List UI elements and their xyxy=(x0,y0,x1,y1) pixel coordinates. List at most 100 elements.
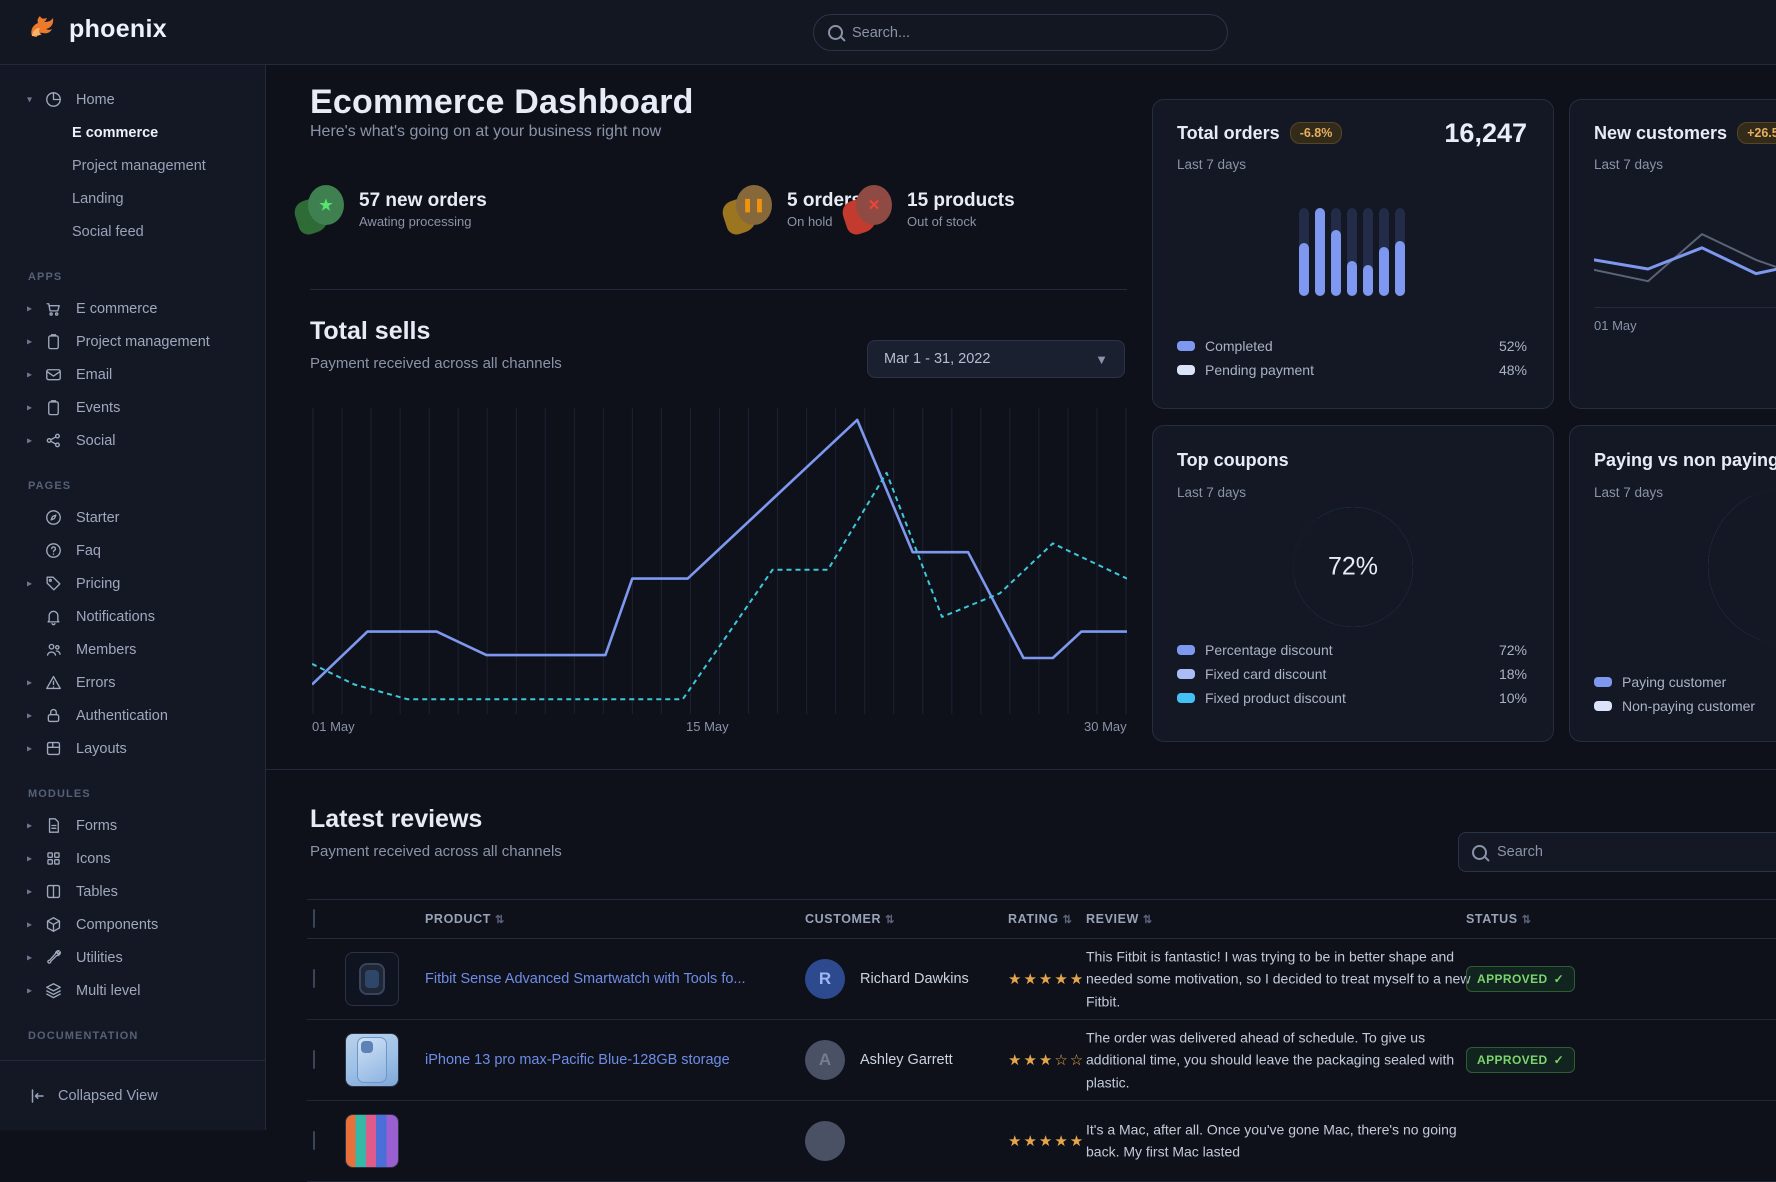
sidebar-item-authentication[interactable]: ▸ Authentication xyxy=(0,699,265,732)
card-title: Top coupons xyxy=(1177,450,1289,470)
sidebar-item-social[interactable]: ▸ Social xyxy=(0,424,265,457)
sidebar-item-members[interactable]: Members xyxy=(0,633,265,666)
sidebar-item-home[interactable]: ▾ Home xyxy=(0,83,265,116)
latest-reviews-subtitle: Payment received across all channels xyxy=(310,843,562,860)
status-badge: APPROVED ✓ xyxy=(1466,1047,1576,1073)
collapse-sidebar-button[interactable]: Collapsed View xyxy=(0,1060,265,1130)
avatar: R xyxy=(805,959,845,999)
layers-icon xyxy=(46,983,61,999)
sidebar-item-pricing[interactable]: ▸ Pricing xyxy=(0,567,265,600)
card-period: Last 7 days xyxy=(1177,157,1247,172)
pause-icon: ❚❚ xyxy=(719,185,774,238)
stat-value: 57 new orders xyxy=(359,189,487,211)
stat-on-hold: ❚❚ 5 orders On hold xyxy=(719,185,862,238)
legend-percentage-discount: Percentage discount xyxy=(1177,642,1333,658)
product-link[interactable]: iPhone 13 pro max-Pacific Blue-128GB sto… xyxy=(425,1052,730,1068)
sort-icon: ⇅ xyxy=(1142,914,1153,926)
search-icon xyxy=(828,25,843,40)
review-text: It's a Mac, after all. Once you've gone … xyxy=(1086,1121,1457,1160)
legend-swatch xyxy=(1177,645,1195,655)
sidebar-item-label: Utilities xyxy=(76,949,123,966)
wrench-icon xyxy=(47,950,61,964)
question-icon xyxy=(46,543,61,558)
sidebar-item-label: Errors xyxy=(76,674,116,691)
col-product[interactable]: PRODUCT ⇅ xyxy=(425,912,505,926)
sidebar-subitem-landing[interactable]: Landing xyxy=(72,190,124,207)
sidebar: ▾ Home E commerce Project management Landing… xyxy=(0,65,266,1130)
legend-swatch xyxy=(1177,693,1195,703)
sidebar-item-events[interactable]: ▸ Events xyxy=(0,391,265,424)
sidebar-item-multi-level[interactable]: ▸ Multi level xyxy=(0,974,265,1007)
file-icon xyxy=(48,818,59,833)
sidebar-item-faq[interactable]: Faq xyxy=(0,534,265,567)
sidebar-item-layouts[interactable]: ▸ Layouts xyxy=(0,732,265,765)
lock-icon xyxy=(47,708,60,723)
x-label: 01 May xyxy=(1594,318,1637,333)
section-divider xyxy=(266,769,1776,770)
reviews-search-input[interactable] xyxy=(1497,844,1774,860)
legend-value: 52% xyxy=(1498,338,1527,354)
select-all-checkbox[interactable] xyxy=(313,909,315,928)
main-content: Ecommerce Dashboard Here's what's going … xyxy=(266,65,1776,1182)
order-bar xyxy=(1315,208,1325,296)
sidebar-item-starter[interactable]: Starter xyxy=(0,501,265,534)
sidebar-item-label: Multi level xyxy=(76,982,141,999)
date-range-select[interactable]: Mar 1 - 31, 2022 ▼ xyxy=(867,340,1125,378)
pie-icon xyxy=(46,92,61,107)
sidebar-item-label: Tables xyxy=(76,883,118,900)
sort-icon: ⇅ xyxy=(495,914,505,926)
row-checkbox[interactable] xyxy=(313,969,315,988)
product-thumbnail[interactable] xyxy=(345,1114,399,1168)
reviews-search[interactable] xyxy=(1458,832,1776,872)
card-title: New customers xyxy=(1594,122,1728,143)
sidebar-section-apps: APPS xyxy=(28,271,63,283)
change-badge: +26.5% xyxy=(1737,122,1776,144)
brand-name: phoenix xyxy=(69,14,167,43)
rating-stars: ★★★★★ xyxy=(1008,971,1086,988)
sidebar-item-icons[interactable]: ▸ Icons xyxy=(0,842,265,875)
coupons-donut-chart xyxy=(1293,507,1413,627)
check-icon: ✓ xyxy=(1553,972,1565,986)
col-review[interactable]: REVIEW ⇅ xyxy=(1086,912,1153,926)
col-customer[interactable]: CUSTOMER ⇅ xyxy=(805,912,895,926)
customer-name: Ashley Garrett xyxy=(860,1052,953,1068)
global-search[interactable] xyxy=(813,14,1228,51)
phoenix-logo-icon xyxy=(31,16,54,37)
search-input[interactable] xyxy=(852,24,1213,41)
sidebar-item-project-management[interactable]: ▸ Project management xyxy=(0,325,265,358)
sidebar-item-components[interactable]: ▸ Components xyxy=(0,908,265,941)
avatar xyxy=(805,1121,845,1161)
sidebar-subitem-social-feed[interactable]: Social feed xyxy=(72,223,144,240)
sidebar-item-e-commerce[interactable]: ▸ E commerce xyxy=(0,292,265,325)
brand-logo[interactable]: phoenix xyxy=(26,14,167,44)
sidebar-subitem-project-management[interactable]: Project management xyxy=(72,157,206,174)
sidebar-item-label: Project management xyxy=(76,333,210,350)
sidebar-item-utilities[interactable]: ▸ Utilities xyxy=(0,941,265,974)
page-subtitle: Here's what's going on at your business … xyxy=(310,123,662,140)
legend-completed: Completed xyxy=(1177,338,1273,354)
order-bar xyxy=(1363,208,1373,296)
legend-fixed-card: Fixed card discount xyxy=(1177,666,1326,682)
caret-down-icon: ▾ xyxy=(27,94,33,105)
sidebar-item-email[interactable]: ▸ Email xyxy=(0,358,265,391)
status-badge: APPROVED ✓ xyxy=(1466,966,1576,992)
product-thumbnail[interactable] xyxy=(345,952,399,1006)
row-checkbox[interactable] xyxy=(313,1131,315,1150)
sidebar-item-notifications[interactable]: Notifications xyxy=(0,600,265,633)
sidebar-item-tables[interactable]: ▸ Tables xyxy=(0,875,265,908)
sidebar-subitem-e-commerce[interactable]: E commerce xyxy=(72,124,159,141)
sidebar-item-forms[interactable]: ▸ Forms xyxy=(0,809,265,842)
stat-new-orders: ★ 57 new orders Awating processing xyxy=(291,185,487,238)
sidebar-item-errors[interactable]: ▸ Errors xyxy=(0,666,265,699)
caret-right-icon: ▸ xyxy=(27,985,33,996)
caret-right-icon: ▸ xyxy=(27,336,33,347)
sidebar-item-label: Faq xyxy=(76,542,101,559)
stat-out-of-stock: ✕ 15 products Out of stock xyxy=(839,185,1015,238)
col-status[interactable]: STATUS ⇅ xyxy=(1466,912,1532,926)
product-link[interactable]: Fitbit Sense Advanced Smartwatch with To… xyxy=(425,971,746,987)
new-customers-chart xyxy=(1594,233,1776,283)
col-rating[interactable]: RATING ⇅ xyxy=(1008,912,1073,926)
row-checkbox[interactable] xyxy=(313,1050,315,1069)
product-thumbnail[interactable] xyxy=(345,1033,399,1087)
total-orders-value: 16,247 xyxy=(1444,118,1527,148)
